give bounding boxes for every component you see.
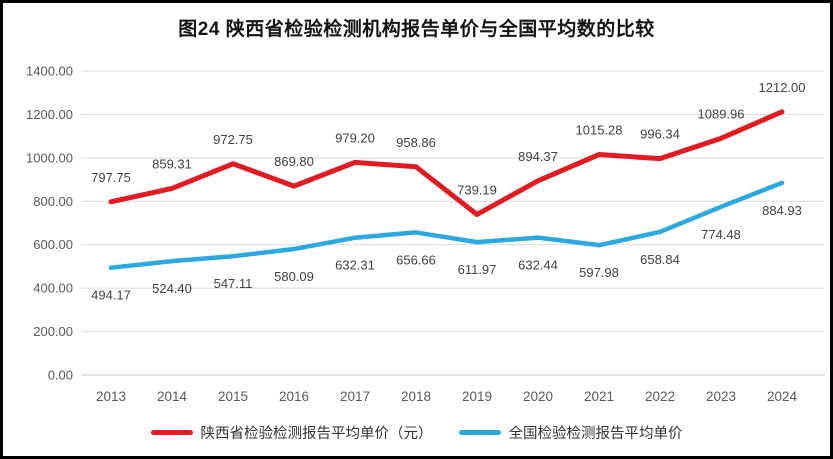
svg-text:658.84: 658.84 [640,252,680,267]
svg-text:2016: 2016 [279,389,309,404]
svg-text:2017: 2017 [340,389,370,404]
svg-text:2021: 2021 [584,389,614,404]
svg-text:2024: 2024 [767,389,798,404]
svg-text:958.86: 958.86 [396,135,436,150]
svg-text:800.00: 800.00 [33,194,73,209]
svg-text:494.17: 494.17 [91,288,131,303]
chart-title: 图24 陕西省检验检测机构报告单价与全国平均数的比较 [178,19,655,40]
x-axis-labels: 2013 2014 2015 2016 2017 2018 2019 2020 2021 2022… [96,389,798,404]
svg-text:200.00: 200.00 [33,324,73,339]
svg-text:884.93: 884.93 [762,203,802,218]
chart-legend: 陕西省检验检测报告平均单价（元） 全国检验检测报告平均单价 [3,422,830,443]
blue-line-swatch [458,430,501,435]
svg-text:0.00: 0.00 [48,368,73,383]
svg-text:972.75: 972.75 [213,132,253,147]
svg-text:2013: 2013 [96,389,126,404]
svg-text:597.98: 597.98 [579,265,619,280]
svg-text:2020: 2020 [523,389,553,404]
svg-text:632.31: 632.31 [335,258,375,273]
svg-text:524.40: 524.40 [152,281,192,296]
series-data-labels-0: 797.75 859.31 972.75 869.80 979.20 958.86 739.… [91,80,805,198]
svg-text:547.11: 547.11 [214,276,253,291]
legend-item-national: 全国检验检测报告平均单价 [458,422,683,443]
svg-text:1089.96: 1089.96 [698,106,745,121]
svg-text:2015: 2015 [218,389,248,404]
svg-text:580.09: 580.09 [274,269,314,284]
svg-text:774.48: 774.48 [701,227,741,242]
svg-text:739.19: 739.19 [457,182,497,197]
svg-text:656.66: 656.66 [396,252,436,267]
svg-text:1000.00: 1000.00 [26,150,73,165]
svg-text:869.80: 869.80 [274,154,314,169]
svg-text:632.44: 632.44 [518,258,558,273]
series-line-1 [108,180,785,270]
y-gridlines [81,70,825,376]
svg-text:859.31: 859.31 [152,156,192,171]
svg-text:2014: 2014 [157,389,188,404]
svg-text:1015.28: 1015.28 [576,123,623,138]
svg-text:979.20: 979.20 [335,130,375,145]
svg-text:797.75: 797.75 [91,170,131,185]
comparison-line-chart: 0.00 200.00 400.00 600.00 800.00 1000.00 1200.… [26,64,825,404]
legend-label-national: 全国检验检测报告平均单价 [508,426,683,442]
svg-text:996.34: 996.34 [640,127,680,142]
red-line-swatch [150,430,193,435]
svg-text:1212.00: 1212.00 [759,80,806,95]
svg-text:611.97: 611.97 [458,262,497,277]
svg-text:1400.00: 1400.00 [26,64,73,79]
svg-text:600.00: 600.00 [33,237,73,252]
svg-text:2018: 2018 [401,389,431,404]
svg-text:2022: 2022 [645,389,675,404]
svg-text:894.37: 894.37 [518,149,558,164]
svg-text:400.00: 400.00 [33,281,73,296]
y-axis-labels: 0.00 200.00 400.00 600.00 800.00 1000.00 1200.… [26,64,73,383]
legend-item-shaanxi: 陕西省检验检测报告平均单价（元） [150,422,433,443]
legend-label-shaanxi: 陕西省检验检测报告平均单价（元） [200,426,433,442]
svg-text:2023: 2023 [706,389,736,404]
svg-text:2019: 2019 [462,389,492,404]
series-data-labels-1: 494.17 524.40 547.11 580.09 632.31 656.66 611.… [91,203,802,303]
series-line-0 [108,109,785,217]
svg-text:1200.00: 1200.00 [26,107,73,122]
